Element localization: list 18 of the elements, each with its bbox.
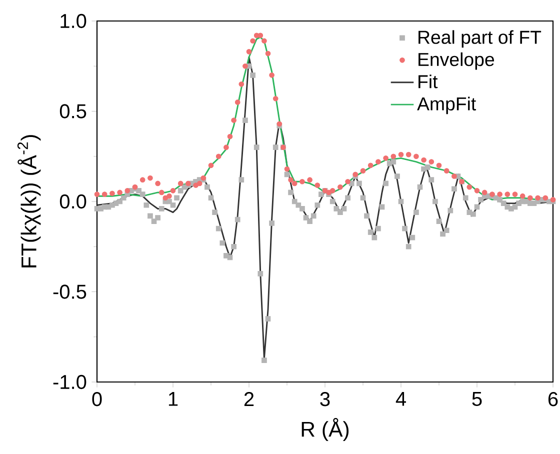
x-tick-label: 0 xyxy=(92,392,102,406)
x-tick-label: 5 xyxy=(472,392,482,406)
x-tick-label: 4 xyxy=(396,392,406,406)
legend-label: AmpFit xyxy=(417,96,476,114)
y-axis-title: FT(kχ(k)) (Å$^{-2}$) xyxy=(17,135,41,268)
legend-label: Real part of FT xyxy=(418,30,542,48)
y-tick-label: 0.0 xyxy=(60,194,86,209)
legend-label: Fit xyxy=(418,74,438,88)
legend-label: Envelope xyxy=(418,52,494,70)
x-tick-label: 3 xyxy=(320,392,330,406)
x-axis-title: R (Å) xyxy=(302,418,349,442)
y-tick-label: -0.5 xyxy=(53,284,86,299)
y-tick-label: 0.5 xyxy=(60,104,86,118)
y-tick-label: 1.0 xyxy=(60,14,86,28)
x-tick-label: 1 xyxy=(168,392,178,406)
y-tick-label: -1.0 xyxy=(53,374,86,390)
x-tick-label: 6 xyxy=(548,392,558,406)
x-tick-label: 2 xyxy=(244,392,254,406)
